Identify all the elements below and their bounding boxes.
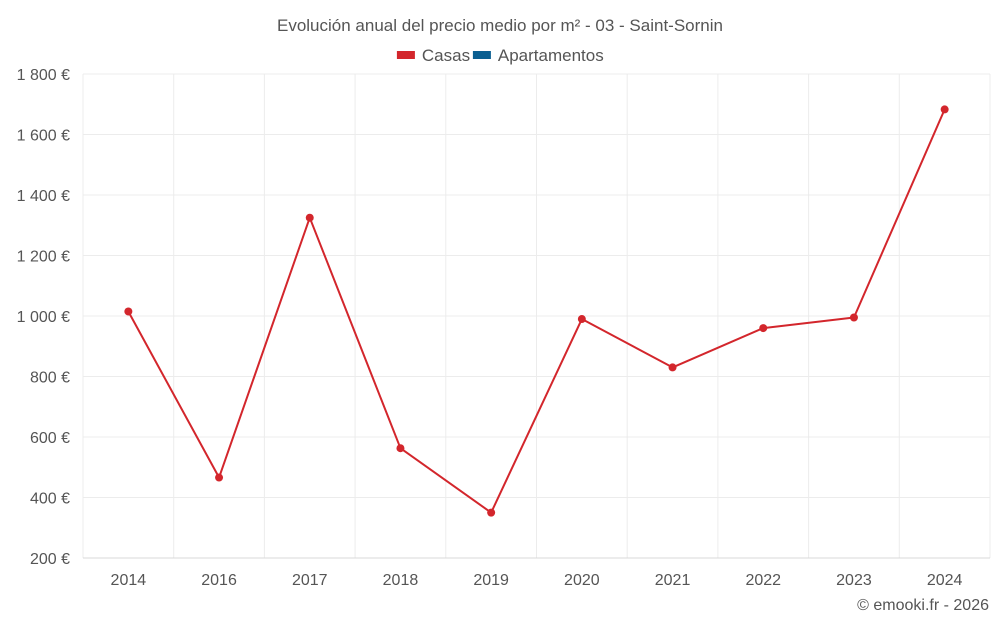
y-tick-label: 1 000 € (17, 309, 70, 326)
x-tick-label: 2022 (745, 572, 781, 589)
legend-label: Apartamentos (498, 46, 604, 65)
grid (82, 73, 991, 559)
x-tick-label: 2017 (292, 572, 328, 589)
data-point-2024[interactable] (940, 105, 949, 114)
x-tick-label: 2023 (836, 572, 872, 589)
y-tick-label: 1 200 € (17, 249, 70, 266)
y-tick-label: 1 400 € (17, 188, 70, 205)
y-tick-label: 1 600 € (17, 128, 70, 145)
legend-label: Casas (422, 46, 470, 65)
x-tick-label: 2014 (111, 572, 147, 589)
series-layer (124, 105, 949, 517)
x-tick-label: 2020 (564, 572, 600, 589)
y-tick-label: 200 € (30, 551, 70, 568)
y-axis: 200 € 400 € 600 € 800 € 1 000 € 1 200 € 1 400 … (17, 67, 70, 568)
data-point-2018[interactable] (396, 444, 405, 453)
legend-item-casas[interactable]: Casas (396, 46, 470, 65)
x-tick-label: 2016 (201, 572, 237, 589)
legend-item-apartamentos[interactable]: Apartamentos (472, 46, 604, 65)
data-point-2014[interactable] (124, 307, 133, 316)
legend: Casas Apartamentos (396, 46, 604, 65)
series-line-casas (127, 108, 946, 514)
y-tick-label: 600 € (30, 430, 70, 447)
legend-swatch (396, 51, 415, 59)
x-tick-label: 2024 (927, 572, 963, 589)
x-tick-label: 2018 (383, 572, 419, 589)
x-tick-label: 2021 (655, 572, 691, 589)
y-tick-label: 800 € (30, 370, 70, 387)
data-point-2019[interactable] (487, 508, 496, 517)
credit-text: © emooki.fr - 2026 (857, 597, 989, 614)
data-point-2021[interactable] (668, 363, 677, 372)
chart-title: Evolución anual del precio medio por m² … (277, 16, 723, 35)
data-point-2016[interactable] (215, 473, 224, 482)
y-tick-label: 400 € (30, 491, 70, 508)
data-point-2017[interactable] (305, 213, 314, 222)
legend-swatch (472, 51, 491, 59)
y-tick-label: 1 800 € (17, 67, 70, 84)
data-point-2020[interactable] (577, 315, 586, 324)
x-tick-label: 2019 (473, 572, 509, 589)
x-axis: 2014 2016 2017 2018 2019 2020 2021 2022 2023 2024 (111, 572, 963, 589)
data-point-2023[interactable] (849, 313, 858, 322)
data-point-2022[interactable] (759, 324, 768, 333)
